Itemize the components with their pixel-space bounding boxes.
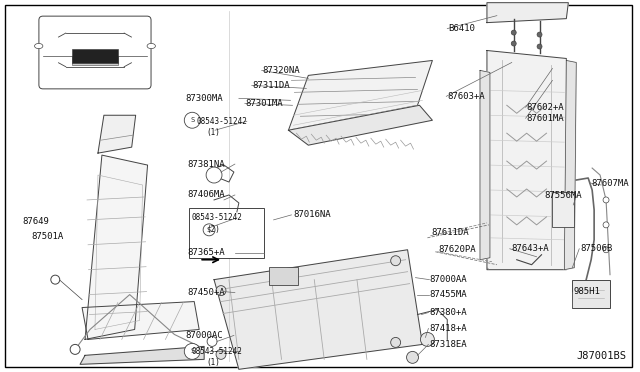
Bar	[189, 208, 264, 258]
Polygon shape	[98, 115, 136, 153]
FancyBboxPatch shape	[39, 16, 151, 89]
Text: (1): (1)	[206, 128, 220, 137]
Text: 87406MA: 87406MA	[188, 190, 225, 199]
Circle shape	[511, 41, 516, 46]
Circle shape	[390, 337, 401, 347]
Text: 87556MA: 87556MA	[545, 192, 582, 201]
Text: 08543-51242: 08543-51242	[191, 214, 242, 222]
Circle shape	[603, 222, 609, 228]
Circle shape	[206, 167, 222, 183]
Text: (1): (1)	[206, 358, 220, 367]
Bar	[552, 192, 574, 227]
Text: 87607MA: 87607MA	[591, 179, 628, 187]
Text: 87450+A: 87450+A	[188, 288, 225, 297]
Circle shape	[420, 333, 435, 346]
Circle shape	[51, 275, 60, 284]
Text: 87380+A: 87380+A	[429, 308, 467, 317]
Text: 87300MA: 87300MA	[185, 94, 223, 103]
Bar	[72, 49, 118, 63]
Circle shape	[184, 343, 200, 359]
Text: 87506B: 87506B	[580, 244, 612, 253]
Text: S: S	[190, 117, 195, 123]
Polygon shape	[289, 61, 433, 130]
Polygon shape	[214, 250, 422, 369]
Circle shape	[216, 286, 226, 296]
Ellipse shape	[35, 44, 43, 49]
Circle shape	[406, 352, 419, 363]
Circle shape	[537, 32, 542, 37]
Polygon shape	[80, 346, 204, 364]
Circle shape	[603, 247, 609, 253]
Circle shape	[203, 224, 215, 236]
Circle shape	[603, 197, 609, 203]
Text: 87501A: 87501A	[31, 232, 64, 241]
Circle shape	[184, 112, 200, 128]
Circle shape	[70, 344, 80, 355]
Text: 87016NA: 87016NA	[294, 211, 331, 219]
Circle shape	[537, 44, 542, 49]
Text: J87001BS: J87001BS	[576, 352, 627, 361]
Text: 87418+A: 87418+A	[429, 324, 467, 333]
Text: 87320NA: 87320NA	[262, 66, 300, 75]
Text: (2): (2)	[206, 225, 220, 234]
Text: 87601MA: 87601MA	[527, 114, 564, 123]
Bar	[269, 267, 298, 285]
Text: 87301MA: 87301MA	[246, 99, 284, 108]
Text: 08543-51242: 08543-51242	[196, 117, 247, 126]
Text: B6410: B6410	[448, 24, 475, 33]
Polygon shape	[480, 70, 490, 260]
Text: 87649: 87649	[22, 217, 49, 227]
Polygon shape	[487, 51, 566, 270]
Ellipse shape	[147, 44, 156, 49]
Polygon shape	[82, 302, 199, 339]
Text: 87620PA: 87620PA	[438, 245, 476, 254]
Text: 87455MA: 87455MA	[429, 290, 467, 299]
Circle shape	[216, 349, 226, 359]
Text: S: S	[207, 227, 211, 233]
Text: 87000AC: 87000AC	[185, 331, 223, 340]
Circle shape	[207, 336, 217, 346]
Text: 87381NA: 87381NA	[188, 160, 225, 169]
Text: S: S	[190, 349, 195, 355]
Text: 87603+A: 87603+A	[447, 92, 485, 101]
Text: 87000AA: 87000AA	[429, 275, 467, 284]
Bar	[572, 280, 610, 308]
Polygon shape	[85, 155, 148, 339]
Circle shape	[511, 30, 516, 35]
Text: 87311DA: 87311DA	[253, 81, 291, 90]
Text: 87643+A: 87643+A	[512, 244, 549, 253]
Text: 08543-51242: 08543-51242	[191, 347, 242, 356]
Text: 87602+A: 87602+A	[527, 103, 564, 112]
Circle shape	[390, 256, 401, 266]
Text: 87318EA: 87318EA	[429, 340, 467, 349]
Text: 985H1: 985H1	[573, 287, 600, 296]
Polygon shape	[487, 3, 568, 23]
Polygon shape	[564, 61, 576, 270]
Polygon shape	[289, 105, 433, 145]
Text: 87611DA: 87611DA	[431, 228, 469, 237]
Bar	[72, 56, 118, 65]
Text: 87365+A: 87365+A	[188, 248, 225, 257]
